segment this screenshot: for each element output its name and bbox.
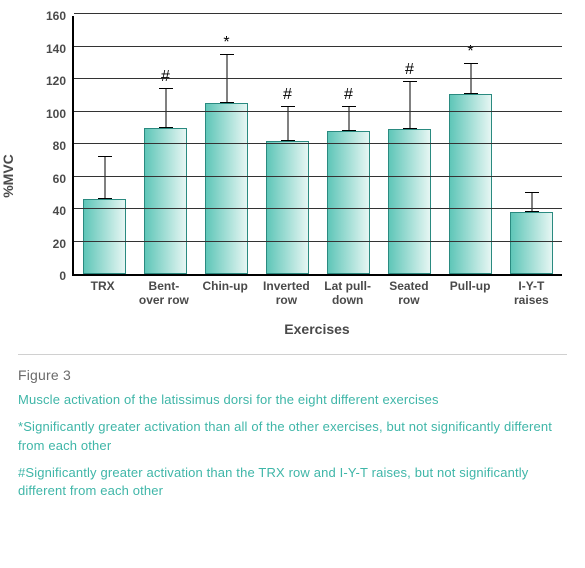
y-tick: 60 [53,172,66,186]
x-axis-label: Exercises [72,321,562,337]
error-bar [531,193,532,213]
x-tick: Bent-over row [133,280,194,308]
x-axis-ticks: TRXBent-over rowChin-upInvertedrowLat pu… [72,280,562,308]
bar [83,199,126,274]
bar-slot: * [440,16,501,274]
bars-container: # * # # # * [74,16,562,274]
caption-hash: #Significantly greater activation than t… [18,464,567,502]
x-tick: Invertedrow [256,280,317,308]
significance-marker: # [344,86,353,104]
bar [144,128,187,274]
bar [449,94,492,274]
significance-marker: # [283,86,292,104]
grid-line [74,46,562,47]
bar [327,131,370,274]
mvc-bar-chart: %MVC 020406080100120140160 #*###* TRXBen… [12,6,572,346]
error-bar [409,82,410,129]
error-cap [403,81,417,82]
bar [388,129,431,274]
error-cap [525,192,539,193]
y-tick: 0 [59,269,66,283]
bar-slot: # [318,16,379,274]
x-tick: I-Y-Traises [501,280,562,308]
grid-line [74,208,562,209]
caption-star: *Significantly greater activation than a… [18,418,567,456]
error-bar [165,89,166,128]
x-tick: Chin-up [195,280,256,308]
plot-area: # * # # # * [72,16,562,276]
bar-slot [74,16,135,274]
bar [205,103,248,274]
grid-line [74,13,562,14]
caption-main: Muscle activation of the latissimus dors… [18,391,567,410]
error-bar [104,157,105,199]
error-bar [226,55,227,104]
x-tick: Pull-up [440,280,501,308]
bar-slot [501,16,562,274]
grid-line [74,78,562,79]
bar [510,212,553,274]
bar-slot: # [135,16,196,274]
grid-line [74,143,562,144]
significance-marker: # [161,68,170,86]
y-tick: 100 [46,107,66,121]
figure-caption: Figure 3 Muscle activation of the latiss… [18,367,567,501]
error-bar [470,64,471,93]
error-cap [220,54,234,55]
error-cap [98,156,112,157]
figure-label: Figure 3 [18,367,567,383]
y-tick: 140 [46,42,66,56]
bar-slot: # [257,16,318,274]
bar-slot: # [379,16,440,274]
x-tick: Seatedrow [378,280,439,308]
error-cap [464,63,478,64]
x-tick: TRX [72,280,133,308]
y-tick: 40 [53,204,66,218]
error-cap [342,106,356,107]
significance-marker: * [223,34,229,52]
error-cap [281,106,295,107]
error-bar [287,107,288,141]
divider [18,354,567,355]
error-cap [159,88,173,89]
y-tick: 160 [46,9,66,23]
x-tick: Lat pull-down [317,280,378,308]
page: %MVC 0 20 40 60 80 100 120 140 160 # * # # # * TRXBen… [0,6,585,568]
grid-line [74,176,562,177]
bar-slot: * [196,16,257,274]
y-tick: 120 [46,74,66,88]
significance-marker: # [405,61,414,79]
grid-line [74,111,562,112]
grid-line [74,241,562,242]
y-tick: 20 [53,237,66,251]
y-tick: 80 [53,139,66,153]
y-axis-label: %MVC [0,154,16,198]
